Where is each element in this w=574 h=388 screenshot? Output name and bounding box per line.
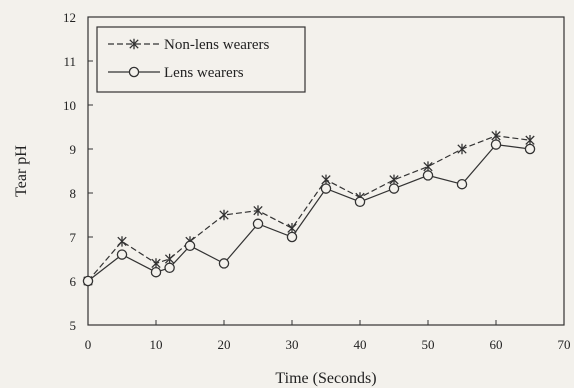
- data-point: [490, 139, 502, 150]
- data-point: [525, 135, 535, 146]
- x-tick-label: 70: [558, 337, 571, 352]
- series-0: [83, 130, 535, 287]
- data-point: [286, 231, 298, 243]
- data-point: [164, 253, 175, 265]
- y-tick-label: 12: [63, 10, 76, 25]
- plot-frame: [87, 16, 565, 326]
- data-point: [218, 258, 230, 269]
- data-point: [164, 262, 175, 274]
- y-tick-label: 7: [70, 230, 77, 245]
- y-tick-label: 9: [70, 142, 77, 157]
- series-line: [87, 135, 531, 282]
- data-point: [151, 258, 161, 269]
- legend-marker: [128, 66, 140, 78]
- x-tick-label: 30: [286, 337, 299, 352]
- y-tick-label: 10: [63, 98, 76, 113]
- data-point: [422, 170, 434, 181]
- data-point: [423, 161, 433, 172]
- data-point: [82, 275, 94, 287]
- data-point: [117, 236, 127, 247]
- data-point: [491, 130, 501, 141]
- y-tick-label: 6: [70, 274, 77, 289]
- y-tick-label: 11: [63, 54, 76, 69]
- legend-box: [96, 26, 306, 93]
- data-point: [354, 196, 366, 208]
- legend-label: Lens wearers: [164, 65, 244, 81]
- series-line: [87, 143, 531, 282]
- data-point: [184, 240, 196, 252]
- data-point: [219, 209, 229, 221]
- legend-marker: [129, 38, 139, 50]
- data-point: [389, 174, 399, 185]
- data-point: [252, 218, 264, 230]
- data-point: [320, 183, 332, 194]
- data-point: [457, 143, 467, 155]
- series-layer: [82, 130, 536, 287]
- data-point: [253, 205, 263, 216]
- data-point: [456, 178, 468, 190]
- y-axis-title: Tear pH: [13, 145, 30, 197]
- legend-label: Non-lens wearers: [164, 37, 270, 53]
- data-point: [321, 174, 331, 185]
- x-tick-label: 40: [354, 337, 367, 352]
- data-point: [150, 266, 162, 278]
- y-tick-label: 5: [70, 318, 77, 333]
- data-point: [287, 223, 297, 234]
- legend: Non-lens wearers Lens wearers: [96, 26, 306, 93]
- data-point: [388, 183, 400, 194]
- x-axis-title: Time (Seconds): [275, 370, 376, 387]
- y-tick-label: 8: [70, 186, 77, 201]
- series-1: [82, 139, 536, 287]
- x-tick-label: 20: [218, 337, 231, 352]
- legend-item: Lens wearers: [108, 65, 244, 81]
- data-point: [116, 249, 128, 260]
- x-tick-label: 50: [422, 337, 435, 352]
- x-tick-label: 10: [150, 337, 163, 352]
- x-tick-label: 60: [490, 337, 503, 352]
- data-point: [524, 143, 536, 155]
- x-tick-label: 0: [85, 337, 92, 352]
- legend-item: Non-lens wearers: [108, 37, 270, 53]
